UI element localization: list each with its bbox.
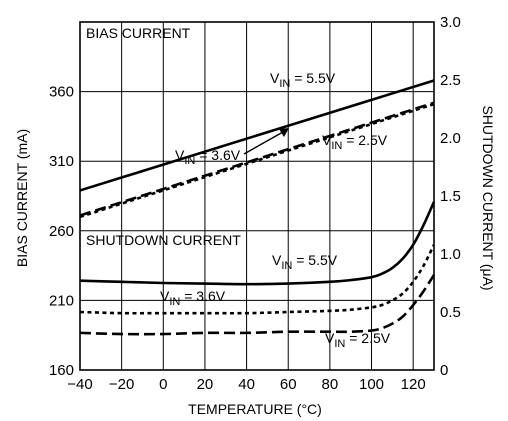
ticks: −40 −20 0 20 40 60 80 100 120 160 210 260 310 360 0 0.5… [49, 14, 461, 393]
y2-axis-label: SHUTDOWN CURRENT (μA) [480, 105, 496, 290]
y2-tick-label: 2.0 [440, 130, 461, 147]
plot-frame [79, 21, 435, 371]
arrow-head-icon [279, 128, 289, 137]
x-tick-label: 60 [280, 376, 297, 393]
y2-tick-label: 1.5 [440, 188, 461, 205]
x-tick-label: −40 [67, 376, 92, 393]
x-tick-label: 120 [401, 376, 426, 393]
bias-series-dotted [79, 102, 435, 219]
x-tick-label: 0 [159, 376, 167, 393]
y2-tick-label: 0 [440, 362, 448, 379]
shutdown-series-solid [79, 201, 436, 286]
y-tick-label: 310 [49, 153, 74, 170]
y-tick-label: 360 [49, 84, 74, 101]
y-axis-label: BIAS CURRENT (mA) [14, 129, 30, 267]
x-tick-label: −20 [109, 376, 134, 393]
bias-series-solid [79, 79, 435, 192]
y2-tick-label: 2.5 [440, 72, 461, 89]
vin-label-bias_25: VIN = 2.5V [322, 132, 388, 152]
shutdown-series-dotted [79, 244, 436, 315]
x-tick-label: 40 [238, 376, 255, 393]
x-axis-label: TEMPERATURE (°C) [188, 401, 322, 417]
shutdown-series-dashed [79, 274, 436, 336]
section-label-shutdown: SHUTDOWN CURRENT [86, 232, 241, 248]
x-tick-label: 80 [322, 376, 339, 393]
arrow-shaft [243, 131, 284, 155]
y2-tick-label: 0.5 [440, 304, 461, 321]
x-tick-label: 100 [359, 376, 384, 393]
y-tick-label: 160 [49, 362, 74, 379]
section-label-bias: BIAS CURRENT [86, 25, 191, 41]
y-tick-label: 260 [49, 223, 74, 240]
vin-label-bias_36: VIN = 3.6V [175, 147, 241, 167]
vin-label-sd_55: VIN = 5.5V [272, 252, 338, 272]
vin-label-bias_55: VIN = 5.5V [270, 70, 336, 90]
bias-series-dashed [79, 101, 435, 217]
grid [79, 22, 434, 371]
y2-tick-label: 1.0 [440, 246, 461, 263]
y-tick-label: 210 [49, 292, 74, 309]
vin-label-sd_25: VIN = 2.5V [325, 330, 391, 350]
series-layer [79, 79, 436, 336]
x-tick-label: 20 [197, 376, 214, 393]
vin-label-sd_36: VIN = 3.6V [160, 288, 226, 308]
y2-tick-label: 3.0 [440, 14, 461, 31]
annotations: VIN = 5.5V VIN = 3.6V VIN = 2.5V VIN = 5.5V… [160, 70, 391, 350]
